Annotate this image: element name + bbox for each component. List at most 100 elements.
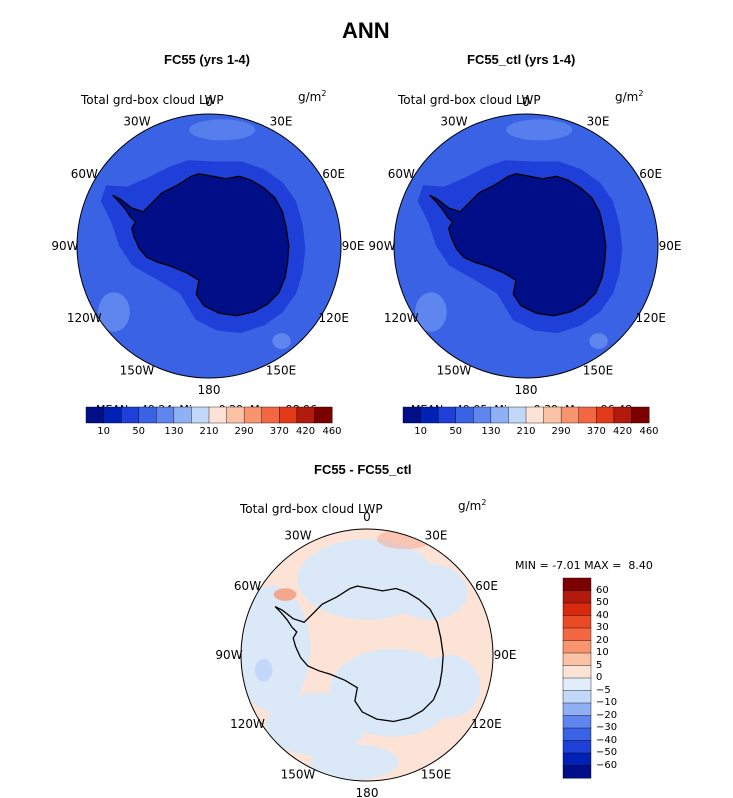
ice-field [112,173,289,316]
longitude-label: 30E [587,114,610,128]
panel3-min-value: -7.01 [552,559,581,572]
longitude-label: 60W [71,167,98,181]
colorbar-tick-label: −5 [596,684,611,696]
map-field [394,114,658,378]
panel1-title: FC55 (yrs 1-4) [164,52,250,67]
panel2-colorbar [402,406,650,424]
colorbar-swatch [562,640,592,654]
colorbar-tick-label: 10 [596,647,609,658]
panel3-field-label: Total grd-box cloud LWP [240,502,383,516]
longitude-label: 0 [363,510,371,524]
longitude-label: 120W [384,311,419,325]
colorbar-tick-label: 420 [296,426,316,437]
map-field [77,114,341,378]
panel2-units-base: g/m [615,90,639,104]
longitude-label: 60W [234,579,261,593]
longitude-label: 30E [425,529,448,543]
colorbar-swatch [562,752,592,767]
diff-negative-field [310,744,399,780]
colorbar-tick-label: 50 [132,426,146,437]
colorbar-swatch [314,406,333,424]
diff-negative-field [241,585,311,712]
longitude-label: 120E [635,311,666,325]
field-patch [189,119,256,141]
colorbar-swatch [562,765,592,779]
map-border [240,528,494,782]
colorbar-tick-label: 290 [234,426,254,437]
panel1-units: g/m2 [298,89,326,104]
longitude-label: 150E [583,364,614,378]
colorbar-tick-label: 30 [596,622,609,633]
panel3-max-value: 8.40 [628,559,653,572]
colorbar-swatch [562,652,592,667]
colorbar-swatch [562,590,592,604]
longitude-label: 180 [198,383,221,397]
longitude-label: 90E [659,239,682,253]
colorbar-tick-label: 5 [596,659,603,671]
colorbar-tick-label: −10 [596,697,618,708]
figure-title: ANN [342,18,390,43]
field-patch [506,119,573,141]
colorbar-tick-label: 290 [551,426,571,437]
panel2-title: FC55_ctl (yrs 1-4) [467,52,576,67]
field-patch [98,292,130,332]
colorbar-tick-label: 10 [97,426,110,437]
colorbar-tick-label: −40 [596,734,618,746]
longitude-label: 60E [639,167,662,181]
field-patch [272,333,291,349]
colorbar-tick-label: −60 [596,759,618,771]
longitude-label: 180 [515,383,538,397]
ice-field [429,173,606,316]
longitude-label: 60E [322,167,345,181]
coastline [274,585,444,723]
longitude-label: 30W [284,529,311,543]
panel3-title: FC55 - FC55_ctl [314,462,412,477]
colorbar-tick-label: 420 [613,426,633,437]
longitude-label: 150W [437,364,472,378]
colorbar-tick-label: 10 [414,426,427,437]
colorbar-swatch [562,702,592,717]
colorbar-tick-label: 460 [322,426,342,437]
colorbar-swatch [562,727,592,742]
colorbar-tick-label: 60 [596,584,609,596]
colorbar-tick-label: 370 [586,426,606,437]
longitude-label: 90W [51,239,78,253]
colorbar-tick-label: 460 [639,426,659,437]
colorbar-tick-label: 50 [449,426,463,437]
colorbar-swatch [562,665,592,679]
longitude-label: 90W [368,239,395,253]
colorbar-swatch [562,602,592,617]
panel2-colorbar-labels: 10 50 130 210 290 370 420 460 [403,426,658,440]
colorbar-tick-label: 210 [516,426,536,437]
longitude-label: 150W [281,768,316,782]
colorbar-swatch [562,715,592,729]
longitude-label: 30E [270,114,293,128]
longitude-label: 180 [356,786,379,798]
colorbar-tick-label: 20 [596,634,609,646]
longitude-label: 150E [266,364,297,378]
colorbar-tick-label: 210 [199,426,219,437]
map-border [76,113,342,379]
longitude-label: 0 [205,95,213,109]
coastline [429,173,607,317]
panel3-units-base: g/m [458,499,482,513]
field-patch [415,292,447,332]
panel1-colorbar [85,406,333,424]
longitude-label: 120E [471,717,502,731]
longitude-label: 90E [342,239,365,253]
colorbar-tick-label: 40 [596,609,609,621]
colorbar-swatch [562,627,592,642]
diff-negative-field [417,655,481,718]
panel1-units-base: g/m [298,90,322,104]
colorbar-tick-label: −20 [596,709,618,721]
longitude-label: 120W [67,311,102,325]
panel3-colorbar-labels: 60 50 40 30 20 10 5 0 −5 −10 −20 −30 −40 −50 −60 [596,578,636,778]
panel3-min-label: MIN = [515,559,549,572]
coastline [112,173,290,317]
colorbar-tick-label: 130 [481,426,501,437]
panel2-units: g/m2 [615,89,643,104]
panel3-stats: MIN = -7.01 MAX = 8.40 [508,546,653,572]
longitude-label: 0 [522,95,530,109]
